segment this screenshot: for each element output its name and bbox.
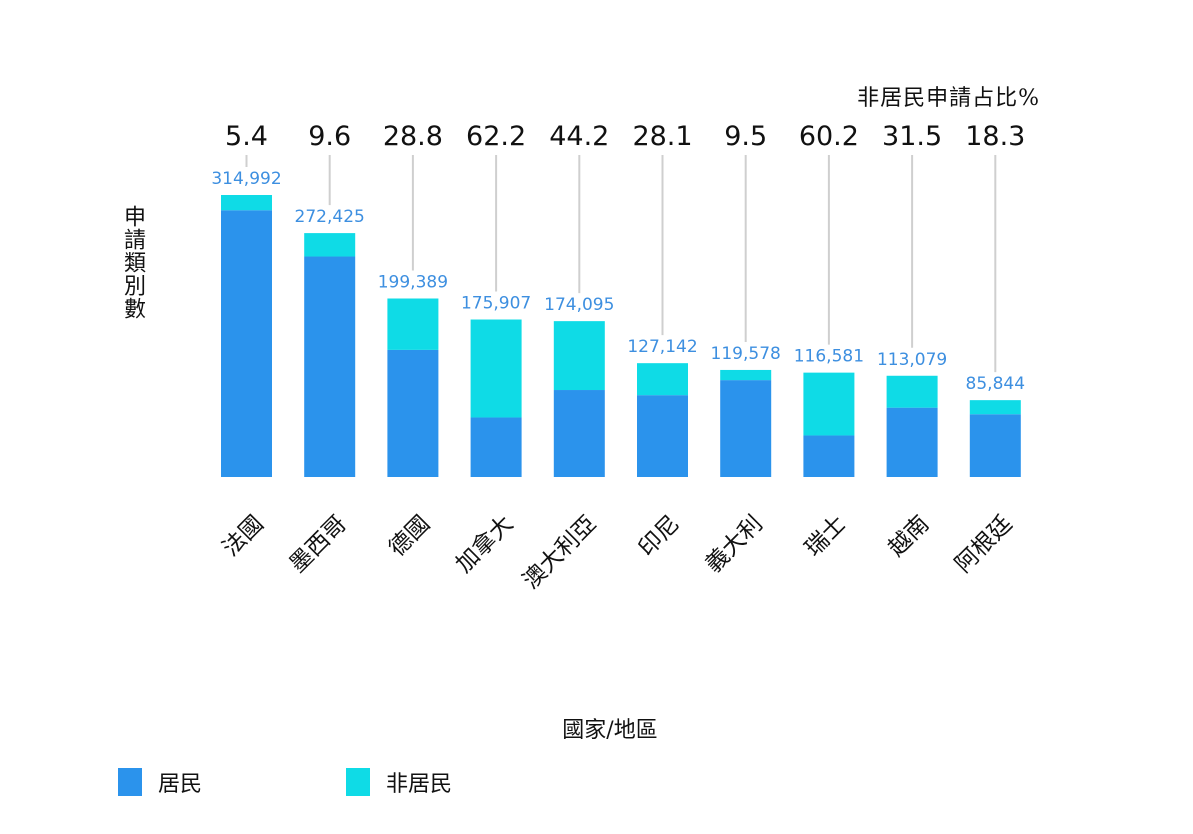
legend-item-nonresident: 非居民 — [346, 766, 452, 798]
category-label: 德國 — [384, 511, 435, 562]
bar-nonresident — [221, 195, 272, 211]
category-labels: 法國 墨西哥 德國 加拿大 澳大利亞 印尼 義大利 瑞士 越南 阿根廷 — [218, 510, 1018, 594]
legend-swatch-nonresident — [346, 768, 370, 796]
bar-nonresident — [969, 400, 1021, 415]
total-label: 314,992 — [211, 169, 281, 189]
bar-resident — [553, 390, 605, 477]
total-labels: 314,992 272,425 199,389 175,907 174,095 127,1… — [211, 169, 1025, 394]
bar-nonresident — [637, 363, 688, 396]
bar-nonresident — [387, 298, 439, 350]
total-label: 175,907 — [461, 294, 531, 314]
category-label: 阿根廷 — [950, 511, 1017, 578]
bar-resident — [803, 435, 855, 477]
percent-label: 28.1 — [632, 121, 692, 152]
percent-labels: 5.4 9.6 28.8 62.2 44.2 28.1 9.5 60.2 31.5 18.3 — [225, 121, 1025, 152]
percent-label: 9.5 — [724, 121, 767, 152]
total-label: 174,095 — [544, 295, 614, 315]
legend-label-nonresident: 非居民 — [386, 772, 453, 797]
bar-resident — [637, 395, 688, 477]
bar-resident — [221, 210, 272, 478]
bar-resident — [886, 407, 938, 477]
bar-resident — [304, 256, 356, 477]
category-label: 越南 — [883, 511, 934, 562]
legend-swatch-resident — [118, 768, 142, 796]
bar-nonresident — [470, 319, 522, 418]
percent-label: 28.8 — [383, 121, 443, 152]
percent-label: 9.6 — [308, 121, 351, 152]
total-label: 113,079 — [877, 350, 947, 370]
bar-nonresident — [553, 321, 605, 391]
y-axis-label: 申請類別數 — [120, 205, 145, 320]
bar-nonresident — [304, 233, 356, 257]
percent-label: 44.2 — [549, 121, 609, 152]
percent-label: 62.2 — [466, 121, 526, 152]
bar-nonresident — [803, 372, 855, 436]
category-label: 加拿大 — [450, 510, 518, 578]
total-label: 85,844 — [966, 374, 1025, 394]
bars-group — [221, 195, 1021, 478]
percent-label: 60.2 — [799, 121, 859, 152]
category-label: 義大利 — [701, 511, 768, 578]
bar-nonresident — [720, 369, 772, 381]
bar-resident — [470, 417, 522, 477]
bar-resident — [969, 414, 1021, 477]
percent-label: 31.5 — [882, 121, 942, 152]
category-label: 墨西哥 — [285, 511, 352, 578]
total-label: 272,425 — [295, 207, 365, 227]
x-axis-label: 國家/地區 — [562, 718, 658, 743]
total-label: 199,389 — [378, 272, 448, 292]
total-label: 116,581 — [794, 347, 864, 367]
category-label: 印尼 — [634, 511, 685, 562]
legend-label-resident: 居民 — [158, 772, 203, 797]
connector-lines — [245, 155, 997, 373]
nonresident-percent-header: 非居民申請占比% — [857, 86, 1040, 111]
total-label: 127,142 — [627, 337, 697, 357]
bar-nonresident — [886, 375, 938, 408]
total-label: 119,578 — [711, 344, 781, 364]
bar-resident — [720, 380, 772, 477]
percent-label: 5.4 — [225, 121, 268, 152]
category-label: 法國 — [218, 511, 269, 562]
category-label: 澳大利亞 — [518, 511, 601, 594]
percent-label: 18.3 — [965, 121, 1025, 152]
bar-resident — [387, 349, 439, 477]
category-label: 瑞士 — [800, 511, 851, 562]
legend-item-resident: 居民 — [118, 766, 202, 798]
